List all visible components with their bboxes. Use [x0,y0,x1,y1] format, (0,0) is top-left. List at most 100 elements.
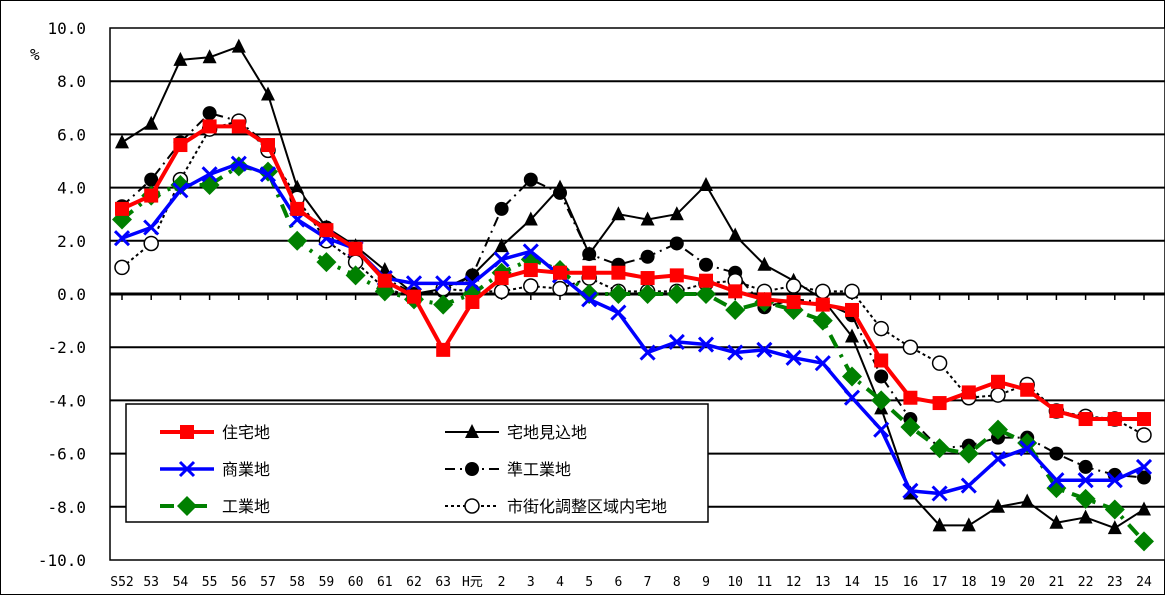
data-point-2-34 [1106,472,1123,489]
legend-label: 商業地 [222,460,270,479]
data-point-3-16 [579,284,600,304]
data-point-1-20 [699,273,713,288]
x-tick-label: 54 [173,575,189,590]
x-tick-label: 16 [903,575,919,590]
data-point-2-18 [639,344,656,361]
data-point-6-27 [902,339,919,355]
data-point-4-4 [231,38,246,53]
data-point-4-34 [1107,520,1122,535]
data-point-2-20 [697,336,715,353]
data-point-6-23 [785,278,802,294]
x-tick-label: 4 [556,575,564,590]
data-point-1-28 [932,396,947,411]
data-point-2-5 [259,166,277,183]
data-point-1-3 [202,119,217,134]
data-point-5-16 [582,247,597,262]
data-point-4-20 [699,176,713,191]
data-point-1-0 [115,201,129,216]
x-tick-label: 24 [1136,575,1152,590]
data-point-1-8 [348,241,363,256]
data-point-2-2 [172,182,189,199]
data-point-6-13 [493,283,510,300]
data-point-3-35 [1134,531,1154,552]
x-tick-label: 53 [143,575,159,590]
data-point-4-25 [845,328,859,343]
data-point-6-26 [873,320,889,337]
data-point-5-19 [669,236,684,251]
x-tick-label: 18 [961,575,977,590]
data-point-3-30 [988,419,1008,440]
legend-entry: 市街化調整区域内宅地 [445,497,667,516]
x-tick-label: 17 [932,575,948,590]
y-tick-label: 2.0 [57,232,86,251]
data-point-legend-3 [177,496,197,516]
data-point-3-11 [433,294,454,315]
x-tick-label: 60 [348,575,364,590]
x-tick-label: 6 [614,575,622,590]
data-point-2-0 [113,230,131,247]
data-point-1-4 [231,119,246,134]
x-tick-label: 11 [757,575,773,590]
data-point-2-29 [960,477,977,494]
data-point-1-33 [1078,412,1093,427]
data-point-2-30 [989,450,1007,467]
data-point-1-32 [1049,404,1064,419]
legend-entry: 商業地 [160,460,270,479]
series-group [112,38,1154,552]
data-point-4-19 [669,206,684,221]
series-line [121,120,1145,436]
data-point-2-4 [230,155,247,172]
x-tick-label: 58 [289,575,305,590]
data-point-1-34 [1107,412,1122,427]
data-point-2-10 [405,275,423,292]
data-point-4-31 [1020,493,1035,508]
legend-entry: 準工業地 [445,460,571,479]
data-point-3-4 [228,156,249,177]
data-point-6-28 [931,355,948,371]
data-point-5-3 [202,106,217,121]
data-point-1-23 [786,294,801,309]
data-point-3-34 [1104,499,1125,520]
data-point-3-24 [812,310,833,331]
data-point-3-31 [1017,432,1038,453]
data-point-2-12 [464,275,481,292]
data-point-4-29 [961,517,976,532]
x-tick-label: 10 [727,575,743,590]
data-point-1-13 [494,271,509,286]
data-point-4-13 [494,238,509,253]
x-tick-label: 3 [527,575,535,590]
y-tick-label: 0.0 [57,285,86,304]
x-tick-label: 19 [990,575,1006,590]
data-point-1-7 [319,223,334,238]
legend-entry: 工業地 [160,496,270,516]
data-point-1-12 [465,294,480,309]
x-tick-label: 9 [702,575,710,590]
data-point-2-35 [1135,458,1153,475]
data-point-2-26 [873,421,890,438]
y-tick-label: 4.0 [57,179,86,198]
y-tick-label: -6.0 [47,445,86,464]
y-tick-label: -2.0 [47,338,86,357]
data-point-3-8 [345,265,366,286]
data-point-5-35 [1137,470,1151,485]
data-point-1-19 [669,268,684,283]
series-3 [112,156,1154,552]
x-tick-label: 22 [1078,575,1094,590]
data-point-2-32 [1048,472,1065,489]
data-point-2-16 [581,291,598,308]
x-tick-label: 56 [231,575,247,590]
data-point-6-24 [815,283,831,300]
data-point-1-17 [611,265,626,280]
data-point-4-2 [173,51,188,66]
data-point-2-24 [814,355,831,372]
data-point-2-28 [931,485,948,502]
data-point-4-33 [1078,509,1093,524]
data-point-3-21 [725,299,746,320]
data-point-3-7 [316,252,337,273]
data-point-6-25 [844,283,860,300]
x-tick-label: 59 [319,575,335,590]
data-point-4-35 [1137,501,1151,516]
x-tick-label: S52 [110,575,133,590]
data-point-3-25 [842,366,862,387]
data-point-1-16 [582,265,597,280]
